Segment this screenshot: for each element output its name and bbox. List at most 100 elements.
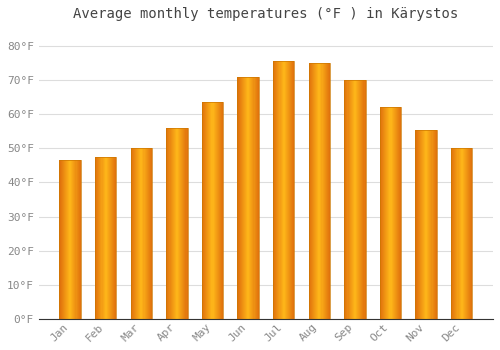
Bar <box>318 63 320 319</box>
Bar <box>328 63 329 319</box>
Bar <box>106 157 107 319</box>
Bar <box>206 102 207 319</box>
Bar <box>60 160 81 319</box>
Bar <box>346 80 348 319</box>
Title: Average monthly temperatures (°F ) in Kärystos: Average monthly temperatures (°F ) in Kä… <box>74 7 458 21</box>
Bar <box>208 102 210 319</box>
Bar <box>62 160 64 319</box>
Bar <box>174 128 175 319</box>
Bar <box>329 63 330 319</box>
Bar <box>285 62 286 319</box>
Bar <box>134 148 135 319</box>
Bar <box>205 102 206 319</box>
Bar <box>135 148 136 319</box>
Bar <box>313 63 314 319</box>
Bar <box>386 107 388 319</box>
Bar <box>353 80 354 319</box>
Bar <box>284 62 285 319</box>
Bar <box>180 128 181 319</box>
Bar <box>65 160 66 319</box>
Bar <box>395 107 396 319</box>
Bar <box>150 148 151 319</box>
Bar <box>310 63 311 319</box>
Bar <box>178 128 179 319</box>
Bar <box>219 102 220 319</box>
Bar <box>250 77 252 319</box>
Bar <box>182 128 184 319</box>
Bar <box>184 128 186 319</box>
Bar <box>246 77 247 319</box>
Bar <box>466 148 467 319</box>
Bar <box>102 157 104 319</box>
Bar <box>416 130 437 319</box>
Bar <box>357 80 358 319</box>
Bar <box>252 77 254 319</box>
Bar <box>249 77 250 319</box>
Bar <box>359 80 360 319</box>
Bar <box>100 157 102 319</box>
Bar <box>140 148 141 319</box>
Bar <box>451 148 452 319</box>
Bar <box>382 107 383 319</box>
Bar <box>420 130 421 319</box>
Bar <box>274 62 275 319</box>
Bar <box>214 102 216 319</box>
Bar <box>132 148 133 319</box>
Bar <box>468 148 469 319</box>
Bar <box>364 80 366 319</box>
Bar <box>418 130 420 319</box>
Bar <box>425 130 426 319</box>
Bar <box>136 148 137 319</box>
Bar <box>64 160 65 319</box>
Bar <box>320 63 322 319</box>
Bar <box>220 102 221 319</box>
Bar <box>80 160 81 319</box>
Bar <box>207 102 208 319</box>
Bar <box>312 63 313 319</box>
Bar <box>467 148 468 319</box>
Bar <box>110 157 111 319</box>
Bar <box>275 62 276 319</box>
Bar <box>76 160 78 319</box>
Bar <box>216 102 217 319</box>
Bar <box>464 148 465 319</box>
Bar <box>172 128 174 319</box>
Bar <box>109 157 110 319</box>
Bar <box>282 62 284 319</box>
Bar <box>316 63 317 319</box>
Bar <box>315 63 316 319</box>
Bar <box>202 102 203 319</box>
Bar <box>142 148 144 319</box>
Bar <box>113 157 114 319</box>
Bar <box>452 148 453 319</box>
Bar <box>398 107 399 319</box>
Bar <box>95 157 96 319</box>
Bar <box>462 148 463 319</box>
Bar <box>242 77 243 319</box>
Bar <box>290 62 291 319</box>
Bar <box>388 107 390 319</box>
Bar <box>344 80 366 319</box>
Bar <box>358 80 359 319</box>
Bar <box>212 102 214 319</box>
Bar <box>60 160 62 319</box>
Bar <box>288 62 289 319</box>
Bar <box>383 107 384 319</box>
Bar <box>399 107 400 319</box>
Bar <box>177 128 178 319</box>
Bar <box>245 77 246 319</box>
Bar <box>286 62 287 319</box>
Bar <box>238 77 259 319</box>
Bar <box>138 148 139 319</box>
Bar <box>175 128 176 319</box>
Bar <box>354 80 355 319</box>
Bar <box>436 130 437 319</box>
Bar <box>139 148 140 319</box>
Bar <box>217 102 218 319</box>
Bar <box>222 102 223 319</box>
Bar <box>451 148 472 319</box>
Bar <box>394 107 395 319</box>
Bar <box>426 130 427 319</box>
Bar <box>243 77 244 319</box>
Bar <box>454 148 456 319</box>
